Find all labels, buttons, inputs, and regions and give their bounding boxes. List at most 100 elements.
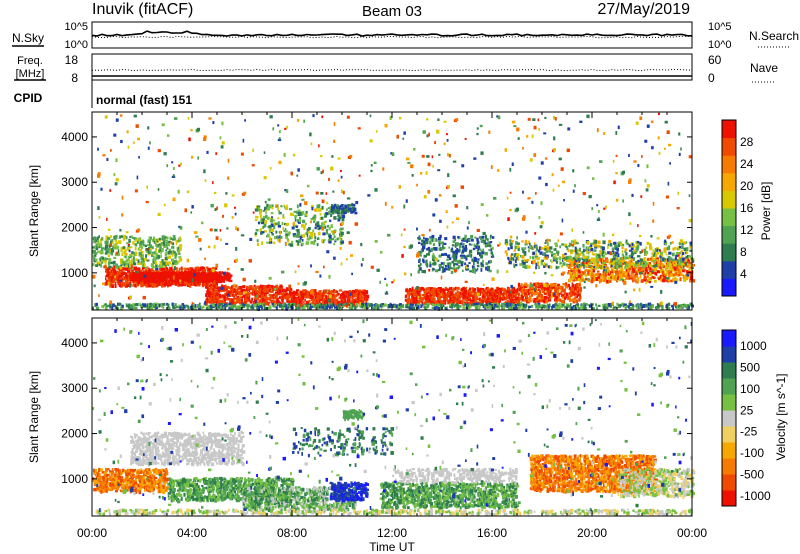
power-cell [287,303,291,306]
power-cell [557,293,561,297]
power-cell [511,239,514,243]
power-cell [620,276,624,280]
power-cell [593,257,597,260]
power-cell [154,283,158,288]
power-cell [500,292,504,295]
power-cell [617,243,620,248]
power-cell [466,264,469,268]
power-cell [311,206,314,211]
power-cell [424,300,427,304]
power-cell [449,296,453,300]
power-cell [423,290,426,294]
power-cell [109,235,113,238]
power-cell [130,279,133,282]
power-cell [179,246,182,251]
power-cell [235,288,239,293]
power-cell [468,298,471,302]
power-cell [537,298,541,303]
power-cell [266,288,269,293]
power-cell [446,262,449,267]
power-cell [574,253,577,258]
power-cell [372,306,375,311]
power-cell [586,273,591,276]
power-cell [116,241,118,245]
power-cell [527,246,530,249]
power-cell [348,207,353,210]
power-cell [271,294,274,299]
power-cell [249,300,252,304]
power-cell [225,290,229,293]
power-cell [296,204,299,209]
power-cell [380,303,384,307]
power-cell [313,305,317,309]
power-cell [275,293,279,296]
power-cell [458,287,460,290]
power-cell [444,301,447,305]
power-cell [301,300,303,304]
power-cell [638,262,642,266]
power-cell [470,253,473,258]
power-cell [269,240,273,244]
noise-search-line [91,35,693,39]
power-cell [309,236,313,240]
power-cell [233,299,236,303]
power-cell [297,292,300,295]
power-cell [681,245,684,250]
power-cell [527,265,531,269]
power-cell [325,295,328,299]
power-cell [591,276,594,280]
power-cell [480,250,484,255]
power-cell [488,249,491,252]
power-cell [104,306,108,310]
power-cell [578,298,581,302]
power-cell [335,293,339,297]
power-cell [350,210,354,214]
power-cell [672,265,676,269]
power-cell [579,286,582,291]
power-cell [221,275,225,279]
power-cell [279,230,281,235]
power-cell [558,296,560,299]
power-cell [108,267,110,270]
power-cell [582,271,586,275]
power-cell [590,257,594,261]
power-cell [608,261,612,265]
power-cell [270,228,275,232]
power-cell [478,301,482,306]
power-cell [608,239,611,244]
power-cell [689,262,692,265]
power-cell [427,304,430,308]
power-cell [159,261,163,266]
power-cell [568,259,572,264]
power-cell [224,299,226,303]
power-cell [596,277,599,281]
power-cell [293,299,297,302]
power-cell [198,274,201,279]
power-cell [540,247,544,250]
power-cell [146,272,149,275]
power-cell [346,302,349,306]
power-cell [570,259,573,264]
power-cell [259,287,263,291]
power-cell [667,261,669,266]
power-cell [645,246,648,249]
power-cell [547,284,551,287]
power-cell [418,258,421,262]
power-cell [688,271,692,274]
power-cell [185,267,189,271]
power-cell [537,265,540,269]
power-cell [151,268,154,272]
power-cell [451,247,453,250]
power-cell [421,239,425,243]
power-cell [283,204,286,207]
power-cell [514,259,517,263]
power-cell [118,282,122,285]
power-cell [474,270,476,274]
power-cell [174,253,177,256]
power-cell [447,289,450,292]
power-cell [269,295,272,299]
power-cell [454,262,457,266]
power-cell [150,303,153,306]
power-cell [171,262,176,265]
power-cell [539,285,542,288]
